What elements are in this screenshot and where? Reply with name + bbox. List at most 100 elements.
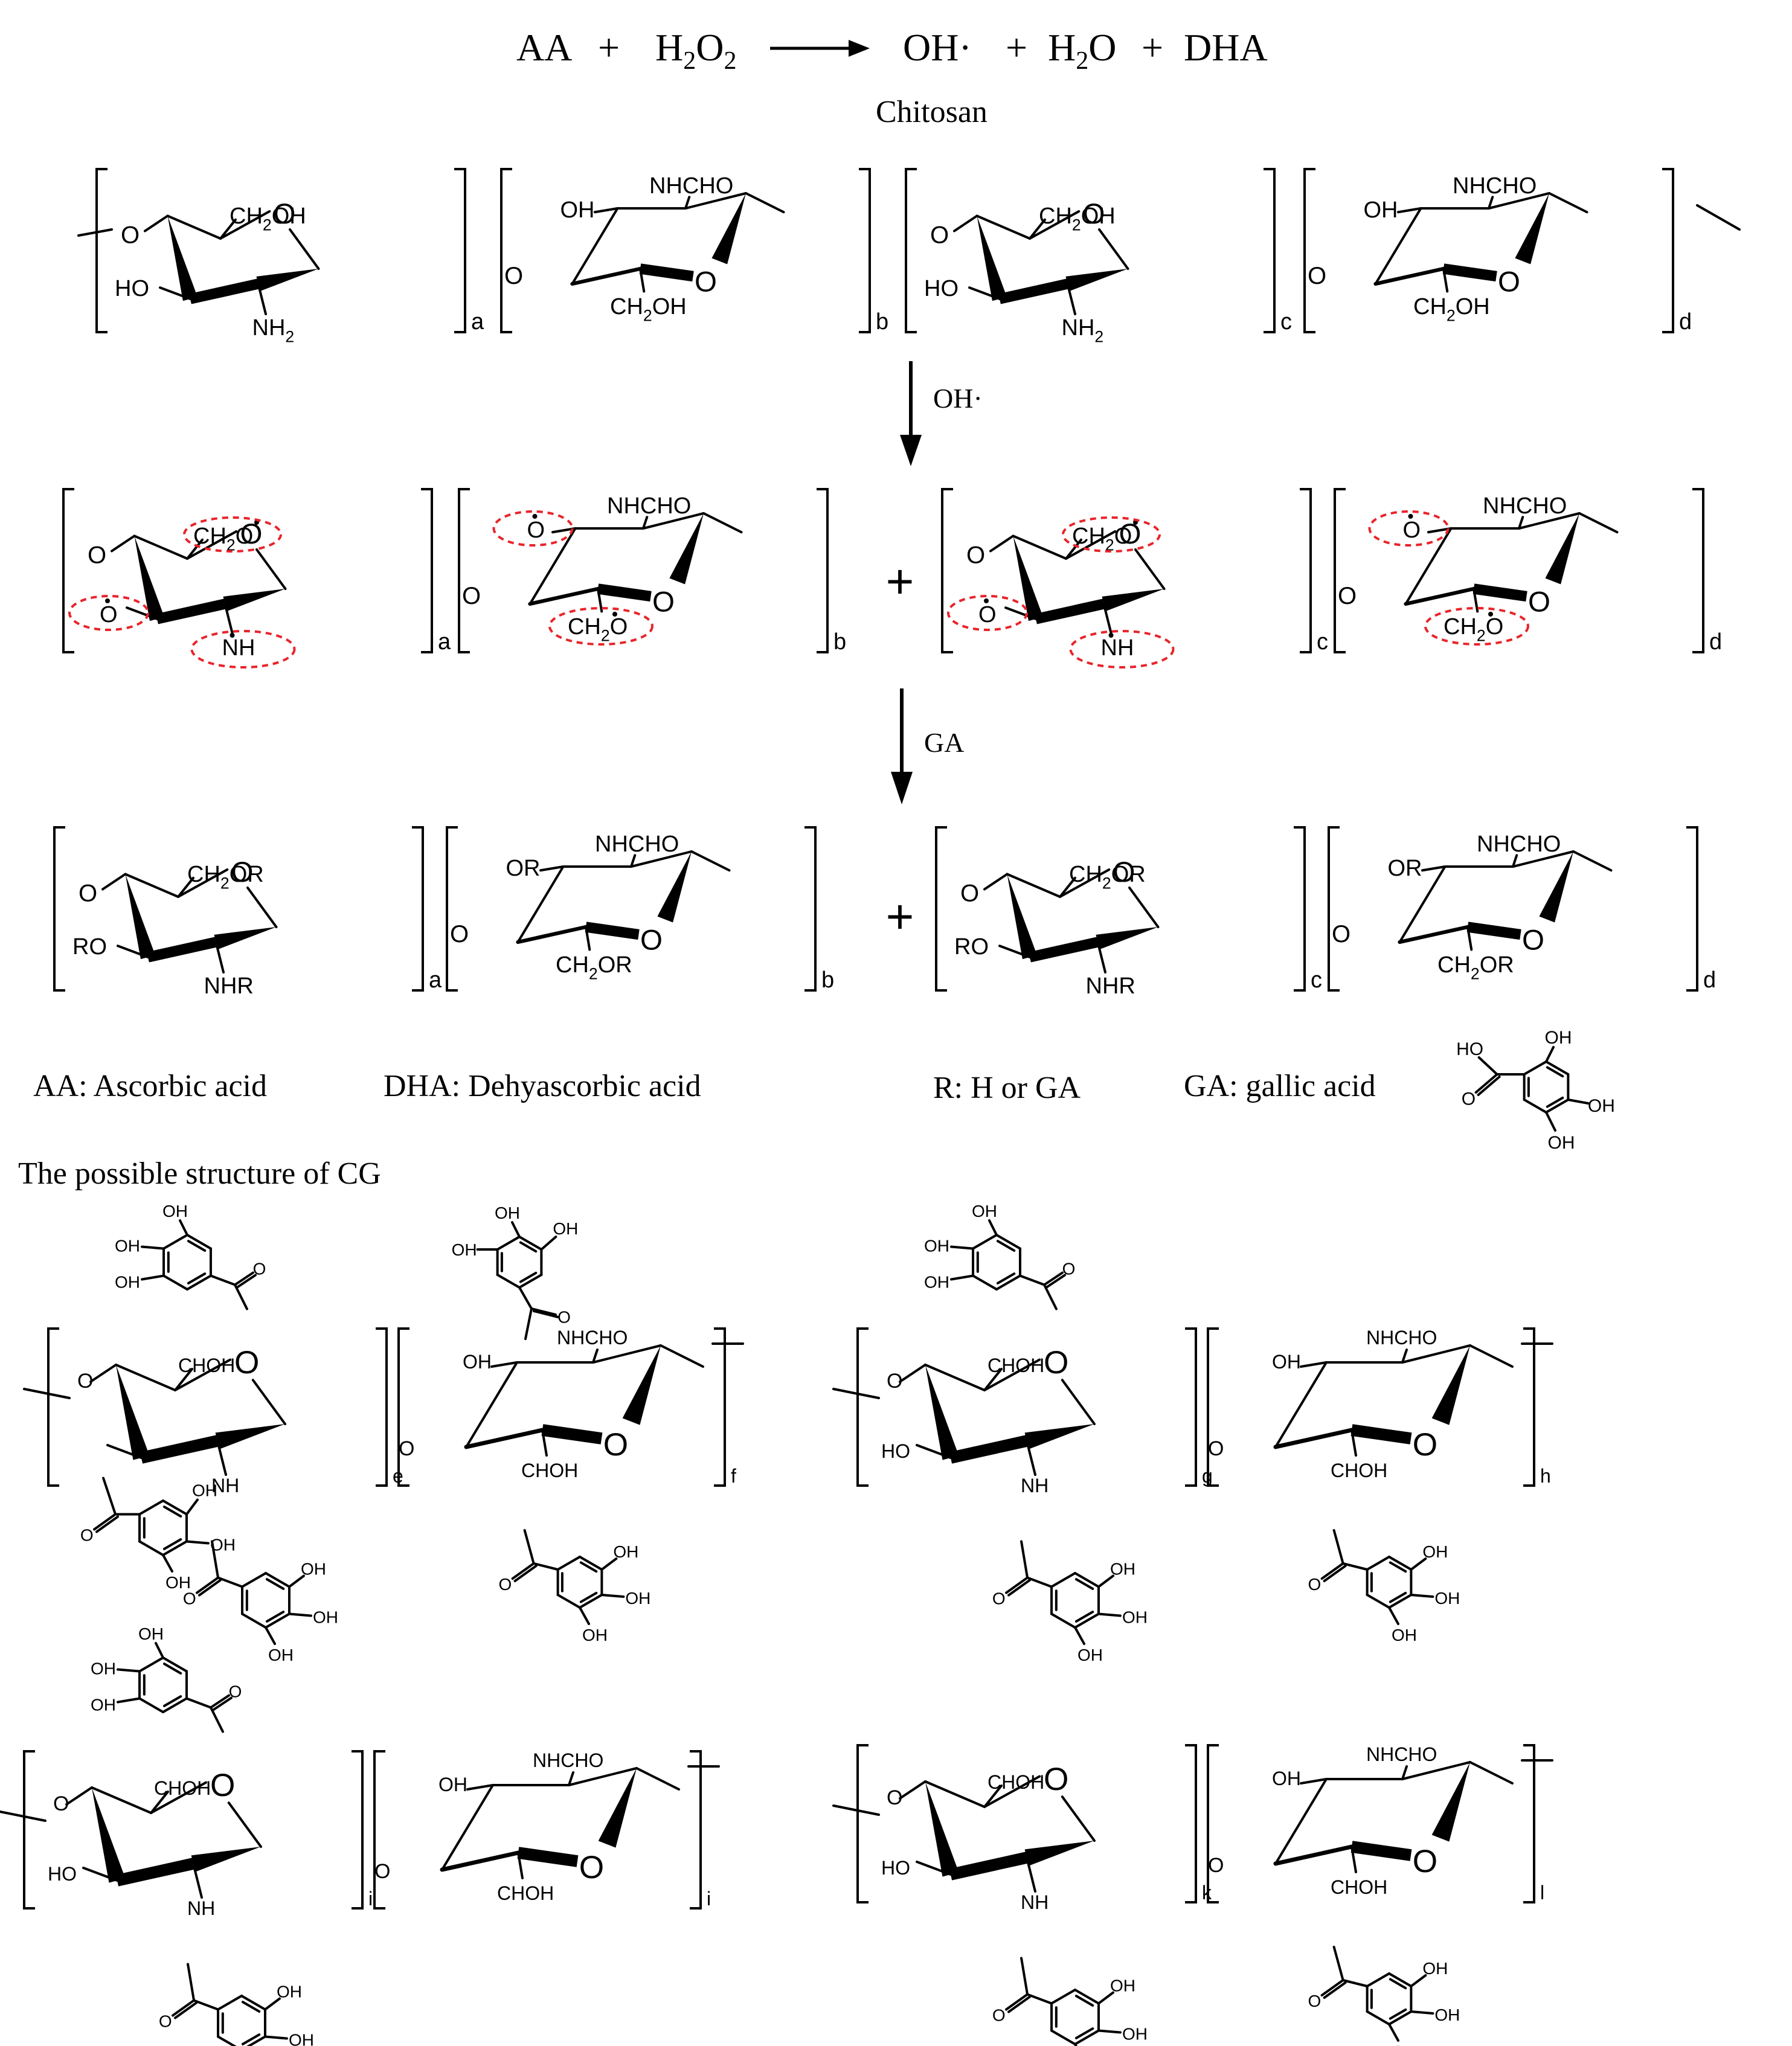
- wedge-bond: [214, 927, 277, 950]
- bond: [983, 1775, 1041, 1808]
- hydroxyl-label: OH: [924, 1273, 949, 1292]
- ring-oxygen: O: [652, 586, 675, 618]
- bond: [516, 865, 565, 943]
- hydroxyl-label: OH: [1392, 2042, 1417, 2046]
- bond: [217, 1576, 244, 1588]
- bond: [579, 1561, 598, 1573]
- bond: [568, 1771, 574, 1786]
- bond: [1097, 1574, 1114, 1588]
- atom-label: OH: [1272, 1351, 1301, 1373]
- equation: AA + H2O2 OH· + H2O + DHA: [516, 26, 1268, 75]
- bond: [263, 1997, 281, 2011]
- atom-part: OR: [230, 862, 264, 887]
- atom-part: OH: [652, 294, 687, 319]
- bond: [241, 1612, 267, 1629]
- bond: [441, 1784, 494, 1871]
- atom-subscript: 2: [1477, 626, 1486, 644]
- bond: [1074, 1626, 1085, 1645]
- bond: [1410, 2010, 1434, 2015]
- wedge-bond: [256, 269, 319, 292]
- atom-label: NH: [1021, 1891, 1049, 1913]
- bond: [516, 925, 588, 944]
- bold-bond: [585, 922, 640, 940]
- bond: [227, 1801, 262, 1848]
- bond: [556, 1594, 581, 1609]
- bond: [196, 1576, 220, 1594]
- right-bracket: [454, 168, 466, 333]
- bold-bond: [189, 278, 260, 304]
- carbonyl-oxygen: O: [498, 1575, 512, 1594]
- repeat-subscript: c: [1317, 629, 1328, 655]
- bond: [214, 941, 225, 973]
- hydroxyl-label: OH: [1422, 1542, 1448, 1561]
- atom-label: NHCHO: [1483, 493, 1567, 519]
- carbonyl-oxygen: O: [80, 1525, 94, 1544]
- bond: [1366, 1594, 1390, 1609]
- atom-label: CH2O: [1444, 614, 1503, 644]
- bond: [1388, 2023, 1399, 2042]
- bond: [150, 1781, 207, 1814]
- atom-label: RO: [954, 934, 989, 960]
- right-bracket: [421, 488, 433, 653]
- bond: [193, 1999, 220, 2011]
- legend-r: R: H or GA: [933, 1071, 1081, 1105]
- wedge-bond: [711, 193, 746, 265]
- hydroxyl-label: OH: [165, 1573, 191, 1592]
- bold-bond: [1466, 922, 1521, 940]
- pyranose-unit-b: O: [1373, 192, 1588, 298]
- atom-part: OR: [1111, 862, 1146, 887]
- glycosidic-oxygen: O: [399, 1437, 414, 1460]
- hydroxyl-label: OH: [289, 2031, 314, 2046]
- pyranose-unit-a: O: [899, 1762, 1096, 1893]
- bond: [1401, 1761, 1471, 1780]
- pyranose-unit-a: O: [983, 856, 1160, 973]
- glycosidic-oxygen: O: [930, 222, 949, 249]
- bond: [995, 1274, 1021, 1291]
- bond: [1128, 887, 1160, 928]
- gallate-group: OH OH OH O: [992, 1540, 1148, 1664]
- plus-sign: +: [886, 890, 914, 943]
- bond: [1273, 1844, 1354, 1866]
- repeat-subscript: b: [833, 629, 846, 655]
- left-bracket: [62, 488, 74, 653]
- bond: [539, 865, 565, 872]
- glycosidic-oxygen: O: [88, 542, 106, 569]
- bond: [241, 2001, 261, 2013]
- bond: [532, 1562, 559, 1571]
- bond: [241, 1572, 267, 1588]
- ring-oxygen: O: [640, 925, 663, 957]
- pyranose-unit-b: O: [528, 512, 743, 618]
- radical-dot: [1108, 633, 1114, 638]
- left-bracket: [397, 1327, 409, 1487]
- bond: [162, 1554, 173, 1573]
- bond: [1341, 1562, 1369, 1571]
- bond: [198, 1579, 222, 1597]
- right-bracket: [352, 1750, 364, 1910]
- bond: [1020, 1957, 1029, 1996]
- bond: [187, 1272, 207, 1284]
- bond: [1469, 1344, 1514, 1368]
- bond: [684, 192, 747, 210]
- bond: [950, 1245, 975, 1250]
- ring-oxygen: O: [1113, 856, 1135, 888]
- bond: [594, 207, 619, 214]
- atom-subscript: 2: [1094, 327, 1103, 345]
- wedge-bond: [622, 1345, 661, 1425]
- bond: [541, 1429, 548, 1457]
- atom-label: NH: [1021, 1475, 1049, 1496]
- wedge-bond: [223, 589, 286, 612]
- bond: [217, 1995, 243, 2011]
- bond: [185, 1498, 199, 1516]
- atom-part: CH: [610, 294, 643, 319]
- atom-part: O: [1486, 614, 1504, 640]
- hydroxyl-label: OH: [1077, 1646, 1103, 1664]
- bold-bond: [1029, 937, 1099, 963]
- repeat-subscript: i: [368, 1888, 373, 1910]
- bond: [289, 228, 320, 270]
- wedge-bond: [598, 1768, 637, 1848]
- radical-site-highlight: [183, 516, 282, 553]
- atom-label: CHOH: [521, 1460, 578, 1481]
- equation-plus: +: [598, 26, 620, 69]
- atom-label: CH2OH: [1039, 204, 1116, 234]
- atom-label: NH: [211, 1475, 239, 1496]
